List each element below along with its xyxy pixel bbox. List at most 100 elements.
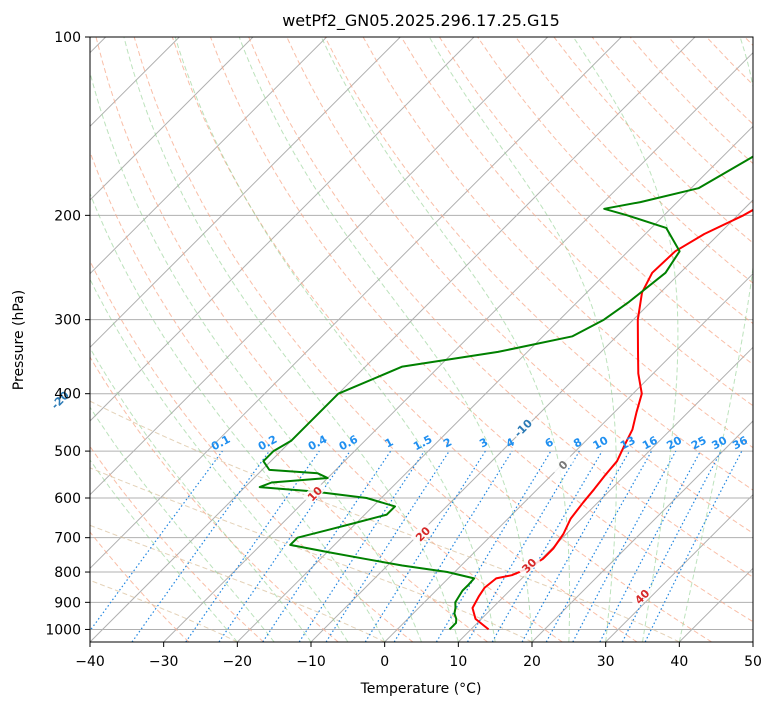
x-tick-label: −30 [149,654,179,670]
x-tick-label: 10 [449,654,467,670]
isotherm-line [310,199,753,642]
isotherm-line [90,37,549,496]
x-tick-label: 30 [597,654,615,670]
isotherm-line [163,51,753,642]
mixing-ratio-label: 3 [477,435,490,450]
dry-adiabat-line [90,259,414,642]
adiabat-label-bg [550,452,575,477]
dry-adiabat-line [210,37,753,623]
isotherm-line [236,125,753,642]
y-tick-label: 100 [54,30,81,46]
dewpoint-series-line [258,155,753,631]
isotherm-line [678,567,753,642]
moist-adiabat-line [174,37,496,642]
y-tick-label: 900 [54,595,81,611]
reference-curve [90,400,680,642]
dry-adiabat-line [706,37,753,86]
adiabat-label-bg [516,552,541,577]
isotherm-line [90,37,401,349]
y-tick-label: 600 [54,491,81,507]
moist-adiabat-line [428,37,617,642]
mixing-ratio-line [298,450,425,642]
moist-adiabat-line [572,37,679,642]
moist-adiabat-line [238,37,533,642]
y-tick-label: 300 [54,313,81,329]
mixing-ratio-line [218,450,351,642]
adiabat-label-bg [410,521,435,546]
dry-adiabat-line [591,37,753,204]
adiabat-label-bg [510,415,535,440]
moist-adiabat-line [90,70,422,642]
dry-adiabat-line [90,531,190,642]
dry-adiabat-line [90,150,488,642]
isotherm-line [457,346,753,642]
isotherm-line [605,493,753,642]
mixing-ratio-label: 10 [591,434,611,453]
axes: −40 −30 −20 −10 0 10 20 30 40 50 100 200 300 400 500 60… [45,30,762,670]
moist-adiabat-line [90,459,238,642]
mixing-ratio-label: 25 [689,434,709,453]
mixing-ratio-line [572,450,677,642]
isotherm-line [90,37,254,201]
mixing-ratio-label: 0.6 [337,433,361,454]
dry-adiabat-line [171,37,712,642]
isotherm-line [90,37,696,642]
x-tick-label: 0 [380,654,389,670]
x-axis-label: Temperature (°C) [360,681,482,697]
mixing-ratio-line [325,450,450,642]
mixing-ratio-line [545,450,653,642]
data-lines [258,155,753,631]
dry-adiabat-line [248,37,753,578]
dry-adiabat-line [515,37,753,284]
mixing-ratio-label: 20 [664,434,684,453]
y-tick-label: 700 [54,531,81,547]
mixing-ratio-line [185,450,320,642]
y-tick-label: 200 [54,208,81,224]
mixing-ratio-line [466,450,580,642]
mixing-ratio-label: 16 [640,434,660,453]
y-tick-label: 400 [54,387,81,403]
x-tick-label: −40 [75,654,105,670]
dry-adiabat-line [95,37,563,642]
reference-curve [90,579,238,642]
dry-adiabat-line [400,37,753,407]
moist-adiabat-line [90,406,275,642]
mixing-ratio-label: 0.4 [306,433,330,454]
isotherm-line [90,37,475,422]
y-axis-label: Pressure (hPa) [11,290,27,390]
moist-adiabat-line [678,37,753,642]
mixing-ratio-line [599,450,702,642]
background-lines [90,37,753,642]
dry-adiabat-line [438,37,753,366]
x-tick-label: −20 [223,654,253,670]
isotherm-line [531,420,753,642]
y-tick-label: 500 [54,444,81,460]
x-tick-label: 40 [670,654,688,670]
mixing-ratio-label: 1.5 [411,433,434,454]
mixing-ratio-label: 30 [710,434,730,453]
moist-adiabat-line [320,37,571,642]
chart-title: wetPf2_GN05.2025.296.17.25.G15 [282,11,560,31]
mixing-ratio-label: 1 [383,435,396,450]
x-tick-label: 20 [523,654,541,670]
moist-adiabat-line [90,278,349,642]
dry-adiabat-line [744,37,753,47]
dry-adiabat-line [324,37,753,491]
isotherm-line [384,272,753,642]
reference-curve [90,524,385,642]
moist-adiabat-line [123,37,459,642]
dry-adiabat-line [668,37,753,125]
isotherm-line [90,37,622,570]
isotherm-line [752,641,753,642]
temperature-series-line [471,208,753,631]
isotherm-line [90,37,328,275]
mixing-ratio-label: 0.1 [209,433,232,454]
mixing-ratio-line [131,450,270,642]
dry-adiabat-label: -10 [512,416,535,439]
dry-adiabat-line [90,445,264,642]
y-tick-label: 1000 [45,622,81,638]
adiabat-label-bg [302,480,327,506]
mixing-ratio-label: 13 [618,434,638,453]
mixing-ratio-line [393,450,513,642]
